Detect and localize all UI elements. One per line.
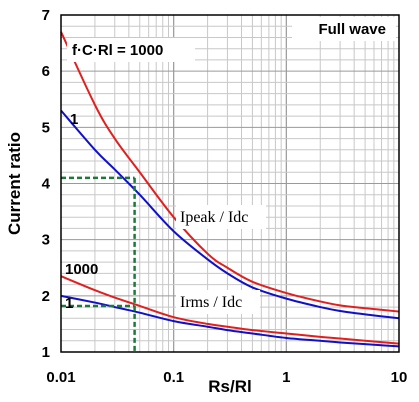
x-tick-label: 1 (282, 369, 290, 386)
mode-label-background (292, 17, 396, 41)
x-tick-label: 0.01 (46, 369, 75, 386)
parameter-label-background (67, 38, 195, 62)
series-peak-1 (60, 109, 400, 320)
series-rms-1 (60, 294, 400, 348)
y-tick-label: 3 (42, 232, 50, 249)
x-axis-label: Rs/Rl (208, 377, 251, 396)
series-rms-1000 (60, 275, 400, 345)
mode-label: Full wave (318, 21, 386, 38)
y-tick-label: 4 (42, 176, 51, 193)
y-axis-label: Current ratio (5, 132, 24, 235)
y-tick-label: 7 (42, 7, 50, 24)
rms-ratio-label-background (176, 290, 260, 314)
y-tick-label: 5 (42, 119, 50, 136)
x-tick-labels: 0.01 0.1 1 10 (46, 369, 407, 386)
rms-ratio-label: Irms / Idc (180, 294, 242, 311)
y-tick-labels: 1 2 3 4 5 6 7 (42, 7, 51, 361)
annotations: Full wave f·C·Rl = 1000 1 1000 1 Ipeak /… (65, 17, 396, 314)
peak-curve-label-1: 1 (70, 111, 78, 128)
plot-frame (60, 14, 400, 353)
y-tick-label: 6 (42, 63, 50, 80)
x-tick-label: 10 (391, 369, 408, 386)
parameter-label: f·C·Rl = 1000 (72, 42, 163, 59)
peak-ratio-label: Ipeak / Idc (180, 209, 248, 226)
rms-curve-label-1000: 1000 (65, 261, 98, 278)
y-tick-label: 1 (42, 344, 50, 361)
guide-lines (61, 176, 136, 352)
series-peak-1000 (60, 31, 400, 313)
rms-curve-label-1: 1 (65, 295, 73, 312)
x-tick-label: 0.1 (163, 369, 184, 386)
peak-ratio-label-background (176, 205, 266, 229)
curves (60, 31, 400, 348)
y-tick-label: 2 (42, 288, 50, 305)
